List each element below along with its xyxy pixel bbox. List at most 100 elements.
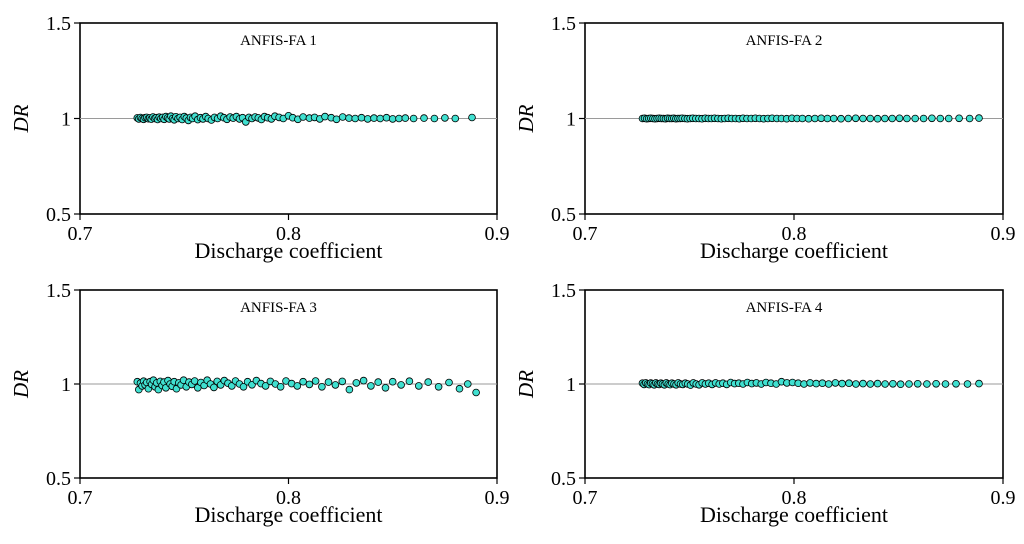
scatter-panel-1: 0.5 1 1.5 0.7 0.8 0.9 Discharge coefficient DR A… <box>9 13 510 263</box>
x-tick-label: 0.8 <box>276 223 301 245</box>
data-point <box>919 114 928 123</box>
data-point <box>324 378 333 386</box>
data-point <box>896 380 905 389</box>
data-point <box>434 382 443 391</box>
data-point <box>414 382 423 390</box>
data-point <box>818 379 827 388</box>
data-point <box>299 113 307 121</box>
data-point <box>913 379 922 388</box>
data-point <box>299 377 307 386</box>
panel-title: ANFIS-FA 3 <box>240 300 317 316</box>
data-point <box>944 114 953 123</box>
data-point <box>844 114 853 123</box>
data-point <box>311 377 320 385</box>
data-point <box>405 377 414 386</box>
y-tick-label: 1 <box>566 109 576 131</box>
data-point <box>952 379 960 388</box>
data-point <box>190 377 199 385</box>
data-point <box>804 114 813 123</box>
scatter-panel-3: 0.5 1 1.5 0.7 0.8 0.9 Discharge coefficient DR A… <box>9 280 510 527</box>
y-tick-label: 1 <box>61 374 71 396</box>
y-tick-label: 1.5 <box>551 280 576 302</box>
data-point <box>239 382 248 391</box>
data-point <box>895 114 904 123</box>
data-point <box>395 114 403 123</box>
data-point <box>866 380 875 388</box>
data-point <box>975 379 983 388</box>
scatter-panel-2: 0.5 1 1.5 0.7 0.8 0.9 Discharge coefficient DR A… <box>514 13 1016 263</box>
data-point <box>903 114 911 123</box>
x-axis-label: Discharge coefficient <box>195 502 383 527</box>
data-point <box>881 380 889 388</box>
data-point <box>388 377 397 386</box>
data-point <box>409 114 418 123</box>
x-tick-label: 0.9 <box>485 487 510 509</box>
y-tick-label: 0.5 <box>551 468 576 490</box>
x-tick-label: 0.7 <box>573 487 598 509</box>
data-point <box>472 388 480 397</box>
data-point <box>859 379 867 388</box>
data-point <box>305 380 314 389</box>
data-point <box>420 114 428 122</box>
y-axis-label: DR <box>514 104 538 133</box>
data-point <box>888 114 896 123</box>
data-point <box>800 380 808 388</box>
data-point <box>210 383 218 392</box>
data-point <box>367 382 375 390</box>
data-point <box>445 378 453 387</box>
data-point <box>321 112 329 121</box>
data-point <box>889 379 897 388</box>
data-point <box>965 114 974 123</box>
data-point <box>363 115 372 123</box>
data-point <box>468 113 476 122</box>
y-tick-label: 1.5 <box>46 280 71 302</box>
panel-title: ANFIS-FA 2 <box>746 33 823 49</box>
data-point <box>451 114 460 123</box>
data-point <box>338 377 347 386</box>
y-axis-label: DR <box>9 370 33 399</box>
data-point <box>441 114 449 122</box>
data-point <box>381 383 390 392</box>
data-point <box>318 382 326 391</box>
y-tick-label: 1.5 <box>551 13 576 35</box>
data-point <box>293 382 302 390</box>
data-point <box>823 114 832 123</box>
x-tick-label: 0.9 <box>991 223 1016 245</box>
data-point <box>376 114 385 123</box>
y-tick-label: 0.5 <box>46 204 71 226</box>
data-point <box>905 380 913 388</box>
data-point <box>817 114 825 123</box>
data-point <box>873 379 882 388</box>
data-point <box>838 379 846 388</box>
data-point <box>852 380 860 388</box>
y-tick-label: 1.5 <box>46 13 71 35</box>
data-point <box>831 379 840 387</box>
data-point <box>873 114 882 123</box>
data-point <box>928 114 936 123</box>
data-point <box>932 379 940 388</box>
data-point <box>401 114 410 122</box>
data-point <box>851 114 860 123</box>
data-point <box>352 379 361 387</box>
y-axis-label: DR <box>9 104 33 133</box>
data-point <box>812 379 820 388</box>
x-tick-label: 0.7 <box>68 223 93 245</box>
data-point <box>345 385 354 394</box>
data-point <box>936 114 945 123</box>
data-point <box>397 381 405 389</box>
data-point <box>955 114 963 123</box>
x-tick-label: 0.9 <box>485 223 510 245</box>
data-point <box>866 114 875 123</box>
data-point <box>824 380 833 388</box>
data-point <box>845 379 853 388</box>
data-point <box>975 114 983 122</box>
data-point <box>424 378 433 386</box>
x-axis-label: Discharge coefficient <box>700 238 888 263</box>
data-point <box>811 114 819 123</box>
data-point <box>276 382 285 391</box>
data-point <box>859 114 867 123</box>
x-tick-label: 0.8 <box>276 487 301 509</box>
y-tick-label: 1 <box>61 109 71 131</box>
y-tick-label: 0.5 <box>46 468 71 490</box>
